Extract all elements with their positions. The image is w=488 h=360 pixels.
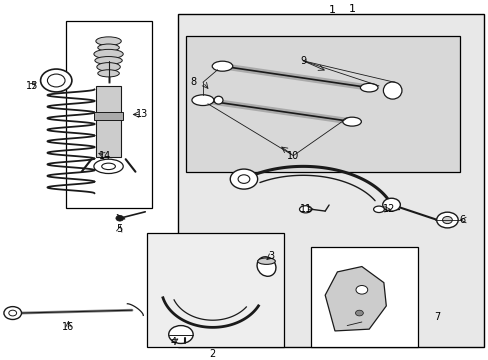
Polygon shape	[325, 266, 386, 331]
Circle shape	[9, 310, 17, 316]
Bar	[66, 22, 151, 207]
Circle shape	[116, 215, 123, 221]
Text: 7: 7	[434, 312, 440, 321]
Ellipse shape	[257, 258, 275, 264]
Ellipse shape	[94, 159, 123, 174]
Text: 4: 4	[170, 337, 176, 347]
Bar	[185, 36, 459, 172]
Bar	[310, 247, 417, 347]
Ellipse shape	[373, 206, 384, 212]
Text: 15: 15	[25, 81, 38, 91]
Ellipse shape	[214, 96, 223, 104]
Text: 16: 16	[62, 322, 75, 332]
Circle shape	[47, 74, 65, 87]
Circle shape	[238, 175, 249, 183]
Text: 13: 13	[135, 109, 148, 120]
Text: 12: 12	[382, 204, 394, 214]
Bar	[96, 86, 121, 157]
Text: 10: 10	[286, 150, 299, 161]
Bar	[146, 233, 283, 347]
Text: 14: 14	[99, 150, 111, 161]
Ellipse shape	[212, 61, 232, 71]
Circle shape	[442, 216, 451, 224]
Bar	[94, 112, 123, 120]
Circle shape	[168, 325, 193, 343]
Ellipse shape	[98, 70, 119, 77]
Text: 8: 8	[190, 77, 196, 87]
Text: 9: 9	[300, 56, 305, 66]
Circle shape	[41, 69, 72, 92]
Ellipse shape	[96, 37, 121, 45]
Ellipse shape	[98, 44, 119, 51]
Ellipse shape	[299, 206, 311, 213]
Ellipse shape	[383, 82, 401, 99]
Circle shape	[382, 198, 400, 211]
Ellipse shape	[102, 163, 115, 170]
Text: 3: 3	[268, 251, 274, 261]
Circle shape	[355, 285, 367, 294]
Text: 6: 6	[458, 215, 464, 225]
Ellipse shape	[191, 95, 214, 105]
Circle shape	[355, 310, 363, 316]
Circle shape	[436, 212, 457, 228]
Text: 2: 2	[209, 349, 215, 359]
Circle shape	[230, 169, 257, 189]
Ellipse shape	[257, 257, 275, 276]
Text: 1: 1	[348, 4, 355, 14]
Circle shape	[4, 307, 21, 319]
Ellipse shape	[97, 63, 120, 71]
Text: 5: 5	[117, 224, 122, 234]
Ellipse shape	[94, 49, 123, 59]
Ellipse shape	[360, 84, 377, 92]
Text: 1: 1	[328, 5, 335, 15]
Bar	[178, 14, 483, 347]
Ellipse shape	[342, 117, 361, 126]
Ellipse shape	[95, 57, 122, 64]
Text: 11: 11	[299, 204, 311, 214]
